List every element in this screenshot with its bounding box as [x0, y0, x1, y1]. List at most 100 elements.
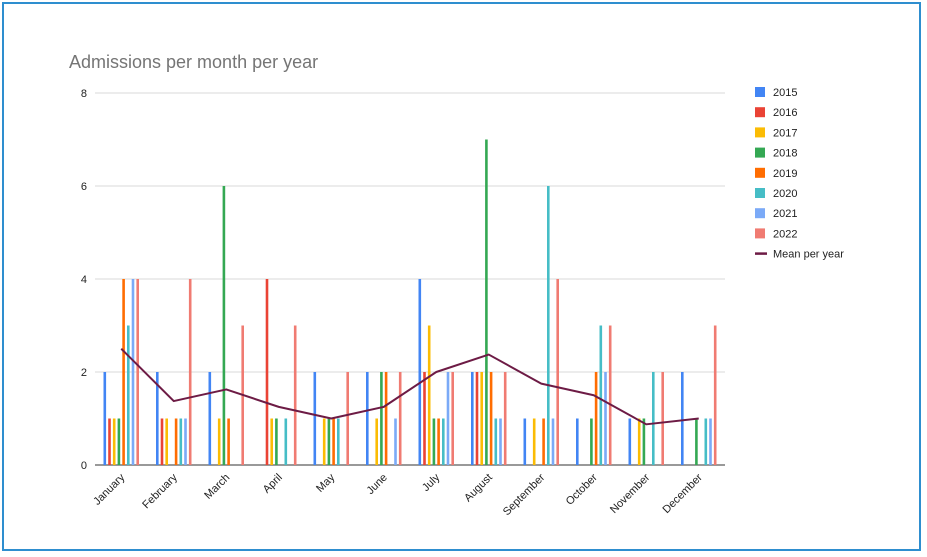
x-tick-label: December	[661, 471, 706, 516]
bar-2022-november	[661, 372, 664, 465]
bar-2015-october	[576, 418, 579, 465]
x-axis-ticks: January February March April May June July Augu…	[91, 471, 705, 518]
y-tick-label: 6	[81, 181, 87, 193]
mean-line	[120, 348, 699, 426]
legend-swatch-2021	[755, 208, 765, 219]
bar-2018-may	[327, 418, 331, 465]
bar-2015-may	[313, 372, 317, 465]
legend-label-2019: 2019	[773, 168, 797, 180]
x-tick-label: June	[365, 472, 390, 497]
chart-frame	[2, 2, 921, 551]
bar-2016-april	[265, 279, 269, 465]
legend-label-2020: 2020	[773, 188, 797, 200]
x-tick-label: April	[261, 472, 285, 496]
legend: 2015 2016 2017 2018 2019 2020 2021 2022 Mean per…	[755, 87, 844, 261]
bar-2022-august	[503, 372, 507, 465]
bar-2019-august	[489, 372, 493, 465]
bar-2021-january	[131, 279, 135, 465]
bar-2020-may	[337, 418, 340, 465]
x-tick-label: November	[608, 471, 653, 516]
bar-2020-december	[704, 418, 708, 465]
bar-2018-december	[695, 418, 698, 465]
bar-2021-june	[394, 418, 397, 465]
bars	[103, 139, 717, 465]
bar-2022-december	[713, 325, 717, 465]
bar-2020-november	[652, 372, 655, 465]
x-tick-label: February	[140, 471, 180, 511]
legend-label-2018: 2018	[773, 148, 797, 160]
bar-2021-october	[604, 372, 607, 465]
bar-2018-march	[222, 186, 226, 465]
bar-2015-november	[628, 418, 632, 465]
legend-label-mean: Mean per year	[773, 249, 844, 261]
bar-2021-february	[184, 418, 187, 465]
bar-2017-november	[637, 418, 641, 465]
bar-2020-july	[442, 418, 445, 465]
bar-2017-july	[427, 325, 431, 465]
bar-2019-june	[384, 372, 388, 465]
x-tick-label: July	[420, 471, 443, 494]
bar-2017-august	[480, 372, 483, 465]
bar-2021-august	[499, 418, 502, 465]
bar-2022-april	[293, 325, 297, 465]
bar-2017-january	[112, 418, 116, 465]
bar-2019-september	[542, 418, 545, 465]
bar-2017-march	[217, 418, 221, 465]
y-tick-label: 2	[81, 367, 87, 379]
bar-2017-may	[322, 418, 326, 465]
bar-2021-september	[551, 418, 555, 465]
y-tick-label: 4	[81, 274, 87, 286]
y-axis-ticks: 0 2 4 6 8	[81, 88, 87, 472]
x-tick-label: August	[462, 472, 495, 505]
legend-swatch-2018	[755, 147, 765, 158]
bar-2022-january	[136, 279, 139, 465]
bar-2018-july	[432, 418, 436, 465]
bar-2020-january	[127, 325, 130, 465]
legend-label-2016: 2016	[773, 107, 797, 119]
legend-label-2022: 2022	[773, 228, 797, 240]
x-tick-label: March	[202, 472, 232, 502]
bar-2015-march	[208, 372, 212, 465]
bar-2017-september	[532, 418, 536, 465]
bar-2022-june	[398, 372, 402, 465]
bar-2015-june	[366, 372, 369, 465]
bar-2020-october	[599, 325, 603, 465]
bar-2019-march	[227, 418, 230, 465]
legend-swatch-2020	[755, 188, 765, 198]
bar-2015-january	[103, 372, 107, 465]
bar-2016-january	[108, 418, 111, 465]
bar-2020-april	[284, 418, 288, 465]
bar-2022-october	[608, 325, 612, 465]
y-tick-label: 0	[81, 460, 87, 472]
bar-2015-august	[471, 372, 474, 465]
bar-2022-july	[451, 372, 454, 465]
bar-2015-february	[156, 372, 159, 465]
bar-2019-february	[174, 418, 178, 465]
bar-2015-september	[523, 418, 527, 465]
legend-label-2021: 2021	[773, 208, 797, 220]
bar-2019-january	[122, 279, 125, 465]
bar-2019-october	[594, 372, 598, 465]
bar-2021-december	[709, 418, 712, 465]
bar-2016-august	[475, 372, 479, 465]
legend-swatch-2016	[755, 107, 765, 118]
x-tick-label: May	[314, 471, 338, 495]
bar-2021-july	[446, 372, 450, 465]
legend-label-2017: 2017	[773, 127, 797, 139]
bar-2018-january	[117, 418, 121, 465]
bar-2018-august	[485, 139, 488, 465]
bar-2020-august	[494, 418, 498, 465]
bar-2018-june	[380, 372, 383, 465]
legend-swatch-2015	[755, 87, 765, 97]
bar-2022-february	[188, 279, 192, 465]
mean-per-year-line	[120, 348, 699, 426]
y-tick-label: 8	[81, 88, 87, 100]
bar-2016-july	[423, 372, 426, 465]
legend-swatch-2019	[755, 167, 765, 178]
x-tick-label: October	[564, 471, 600, 507]
bar-2017-june	[375, 418, 378, 465]
bar-2019-july	[437, 418, 440, 465]
bar-2018-october	[590, 418, 593, 465]
bar-2022-september	[556, 279, 559, 465]
